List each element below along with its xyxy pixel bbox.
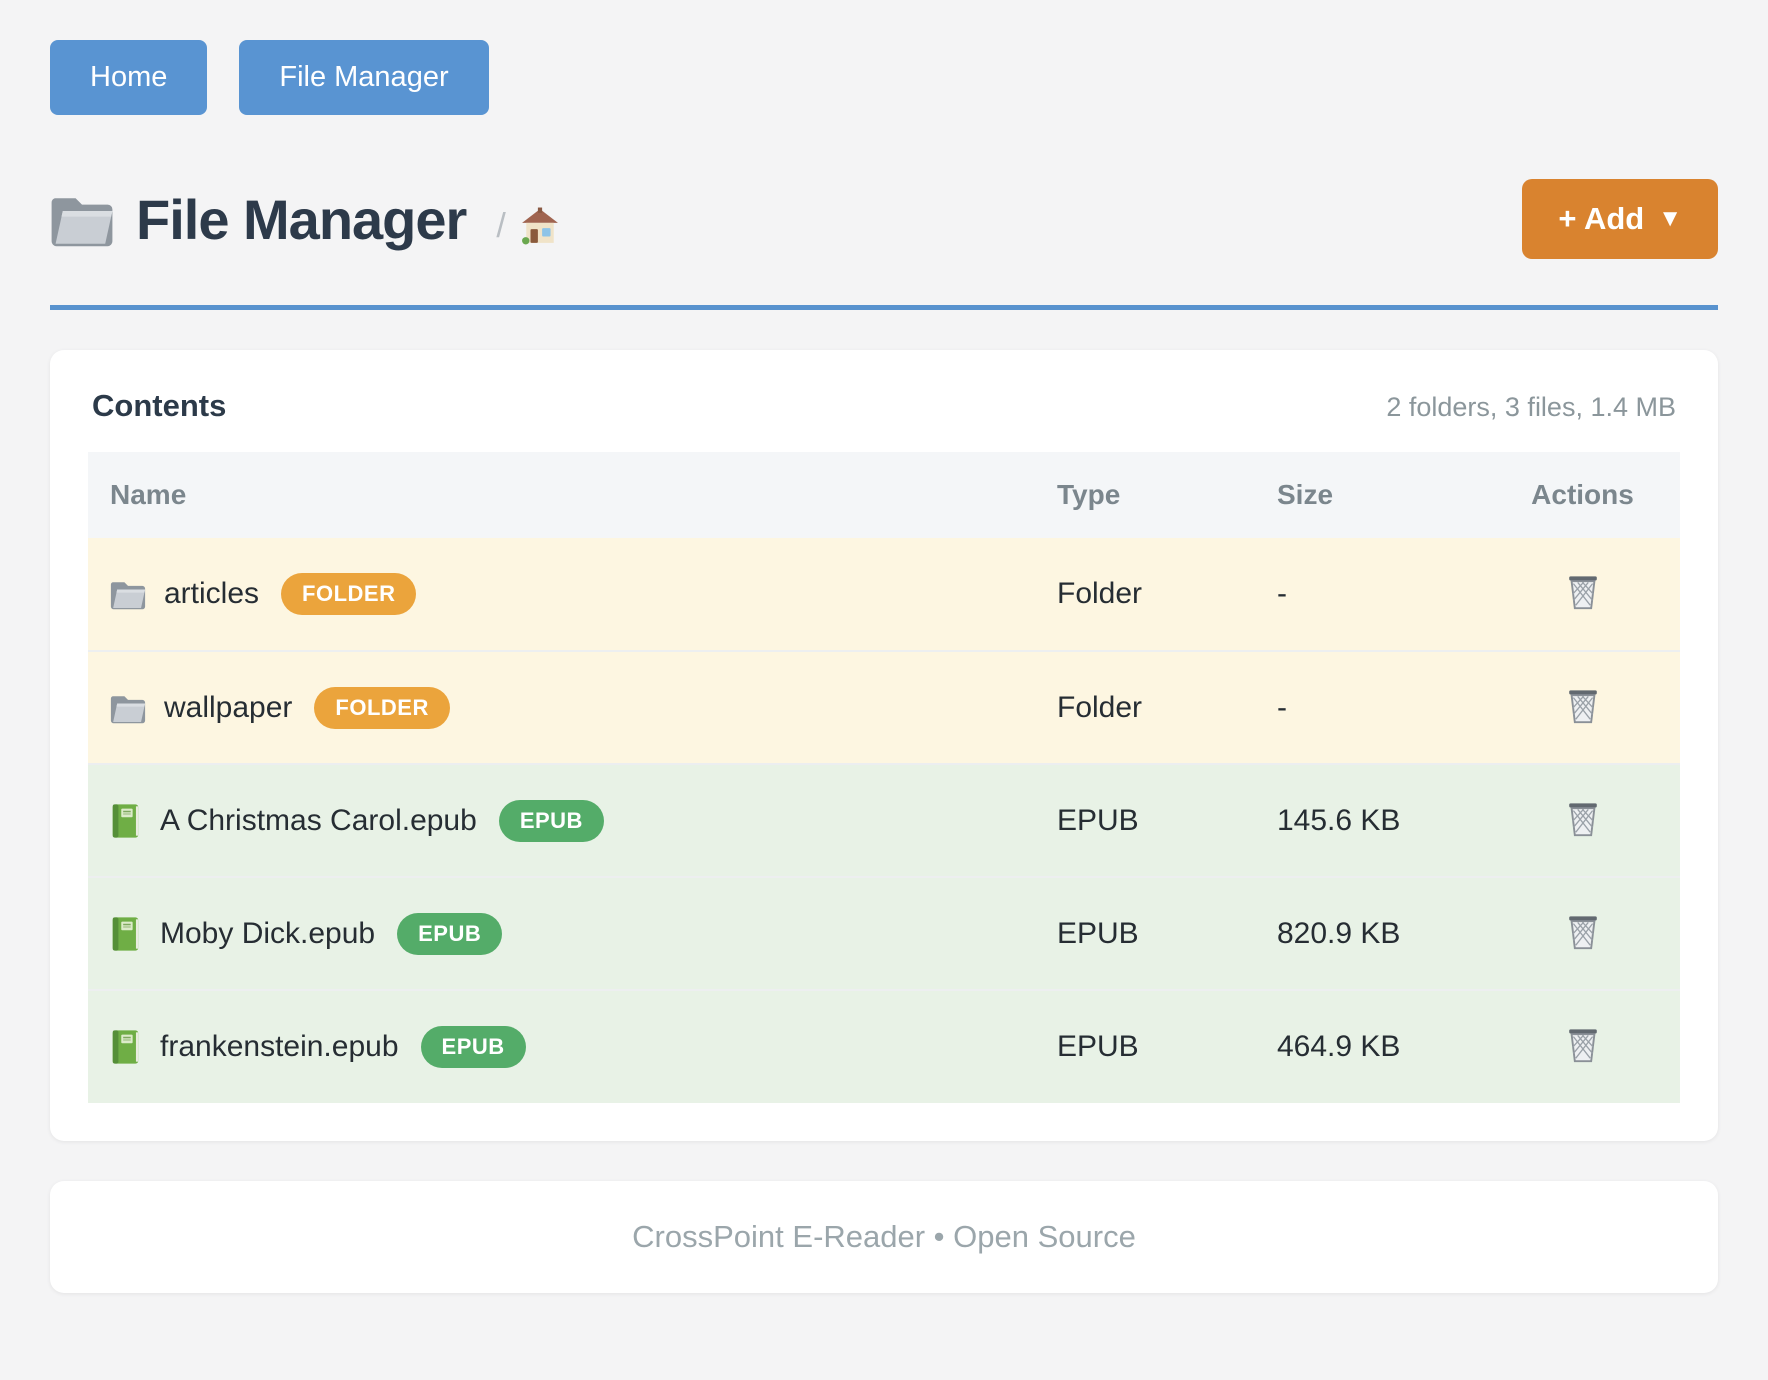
- delete-button[interactable]: [1563, 797, 1603, 841]
- item-size: -: [1277, 577, 1287, 610]
- table-row-christmas-carol[interactable]: A Christmas Carol.epub EPUB EPUB 145.6 K…: [88, 763, 1680, 877]
- trash-icon: [1567, 1027, 1599, 1063]
- column-header-type: Type: [1057, 479, 1121, 510]
- delete-button[interactable]: [1563, 570, 1603, 614]
- table-row-moby-dick[interactable]: Moby Dick.epub EPUB EPUB 820.9 KB: [88, 876, 1680, 990]
- delete-button[interactable]: [1563, 684, 1603, 728]
- page-header: File Manager / + Add ▼: [50, 179, 1718, 259]
- table-row-frankenstein[interactable]: frankenstein.epub EPUB EPUB 464.9 KB: [88, 989, 1680, 1103]
- trash-icon: [1567, 914, 1599, 950]
- folder-icon: [110, 692, 146, 724]
- delete-button[interactable]: [1563, 910, 1603, 954]
- book-icon: [110, 1029, 142, 1065]
- file-manager-button[interactable]: File Manager: [239, 40, 489, 115]
- epub-badge: EPUB: [420, 1026, 526, 1068]
- trash-icon: [1567, 801, 1599, 837]
- page-title: File Manager: [136, 187, 467, 251]
- title-divider: [50, 305, 1718, 310]
- folder-icon: [50, 191, 114, 247]
- folder-icon: [110, 578, 146, 610]
- add-button[interactable]: + Add ▼: [1522, 179, 1718, 259]
- item-size: -: [1255, 650, 1485, 764]
- file-manager-page: Home File Manager File Manager / + Add ▼…: [50, 40, 1718, 1293]
- column-header-size: Size: [1277, 479, 1334, 510]
- title-group: File Manager /: [50, 187, 560, 252]
- home-button[interactable]: Home: [50, 40, 208, 115]
- item-name[interactable]: wallpaper: [164, 690, 293, 724]
- contents-header: Contents 2 folders, 3 files, 1.4 MB: [88, 388, 1680, 424]
- trash-icon: [1567, 688, 1599, 724]
- column-header-name: Name: [110, 479, 187, 510]
- item-type: Folder: [1035, 650, 1255, 764]
- item-size: 464.9 KB: [1255, 989, 1485, 1103]
- item-type: EPUB: [1035, 876, 1255, 990]
- file-table: Name Type Size Actions articles FOLDER: [88, 452, 1680, 1103]
- add-button-label: + Add: [1558, 201, 1645, 236]
- trash-icon: [1567, 574, 1599, 610]
- breadcrumb-separator: /: [496, 206, 506, 245]
- folder-badge: FOLDER: [281, 573, 417, 615]
- top-nav: Home File Manager: [50, 40, 1718, 115]
- house-icon[interactable]: [520, 207, 560, 245]
- book-icon: [110, 916, 142, 952]
- item-size: 820.9 KB: [1255, 876, 1485, 990]
- item-size: 145.6 KB: [1255, 763, 1485, 877]
- table-header-row: Name Type Size Actions: [88, 452, 1680, 538]
- item-name[interactable]: Moby Dick.epub: [160, 916, 376, 950]
- contents-card: Contents 2 folders, 3 files, 1.4 MB Name…: [50, 350, 1718, 1141]
- column-header-actions: Actions: [1531, 479, 1634, 510]
- item-type: Folder: [1057, 577, 1143, 610]
- epub-badge: EPUB: [397, 912, 503, 955]
- contents-summary: 2 folders, 3 files, 1.4 MB: [1386, 392, 1676, 422]
- epub-badge: EPUB: [498, 799, 604, 842]
- footer-text: CrossPoint E-Reader • Open Source: [632, 1219, 1136, 1254]
- table-row-wallpaper[interactable]: wallpaper FOLDER Folder -: [88, 650, 1680, 764]
- delete-button[interactable]: [1563, 1023, 1603, 1067]
- footer-card: CrossPoint E-Reader • Open Source: [50, 1181, 1718, 1293]
- item-name[interactable]: frankenstein.epub: [160, 1030, 399, 1063]
- item-type: EPUB: [1035, 763, 1255, 877]
- item-type: EPUB: [1035, 989, 1255, 1103]
- folder-badge: FOLDER: [314, 686, 450, 729]
- chevron-down-icon: ▼: [1658, 205, 1682, 232]
- contents-title: Contents: [92, 388, 227, 423]
- table-row-articles[interactable]: articles FOLDER Folder -: [88, 538, 1680, 651]
- breadcrumb: /: [496, 207, 559, 246]
- item-name[interactable]: A Christmas Carol.epub: [160, 803, 477, 837]
- item-name[interactable]: articles: [164, 577, 260, 610]
- book-icon: [110, 803, 142, 839]
